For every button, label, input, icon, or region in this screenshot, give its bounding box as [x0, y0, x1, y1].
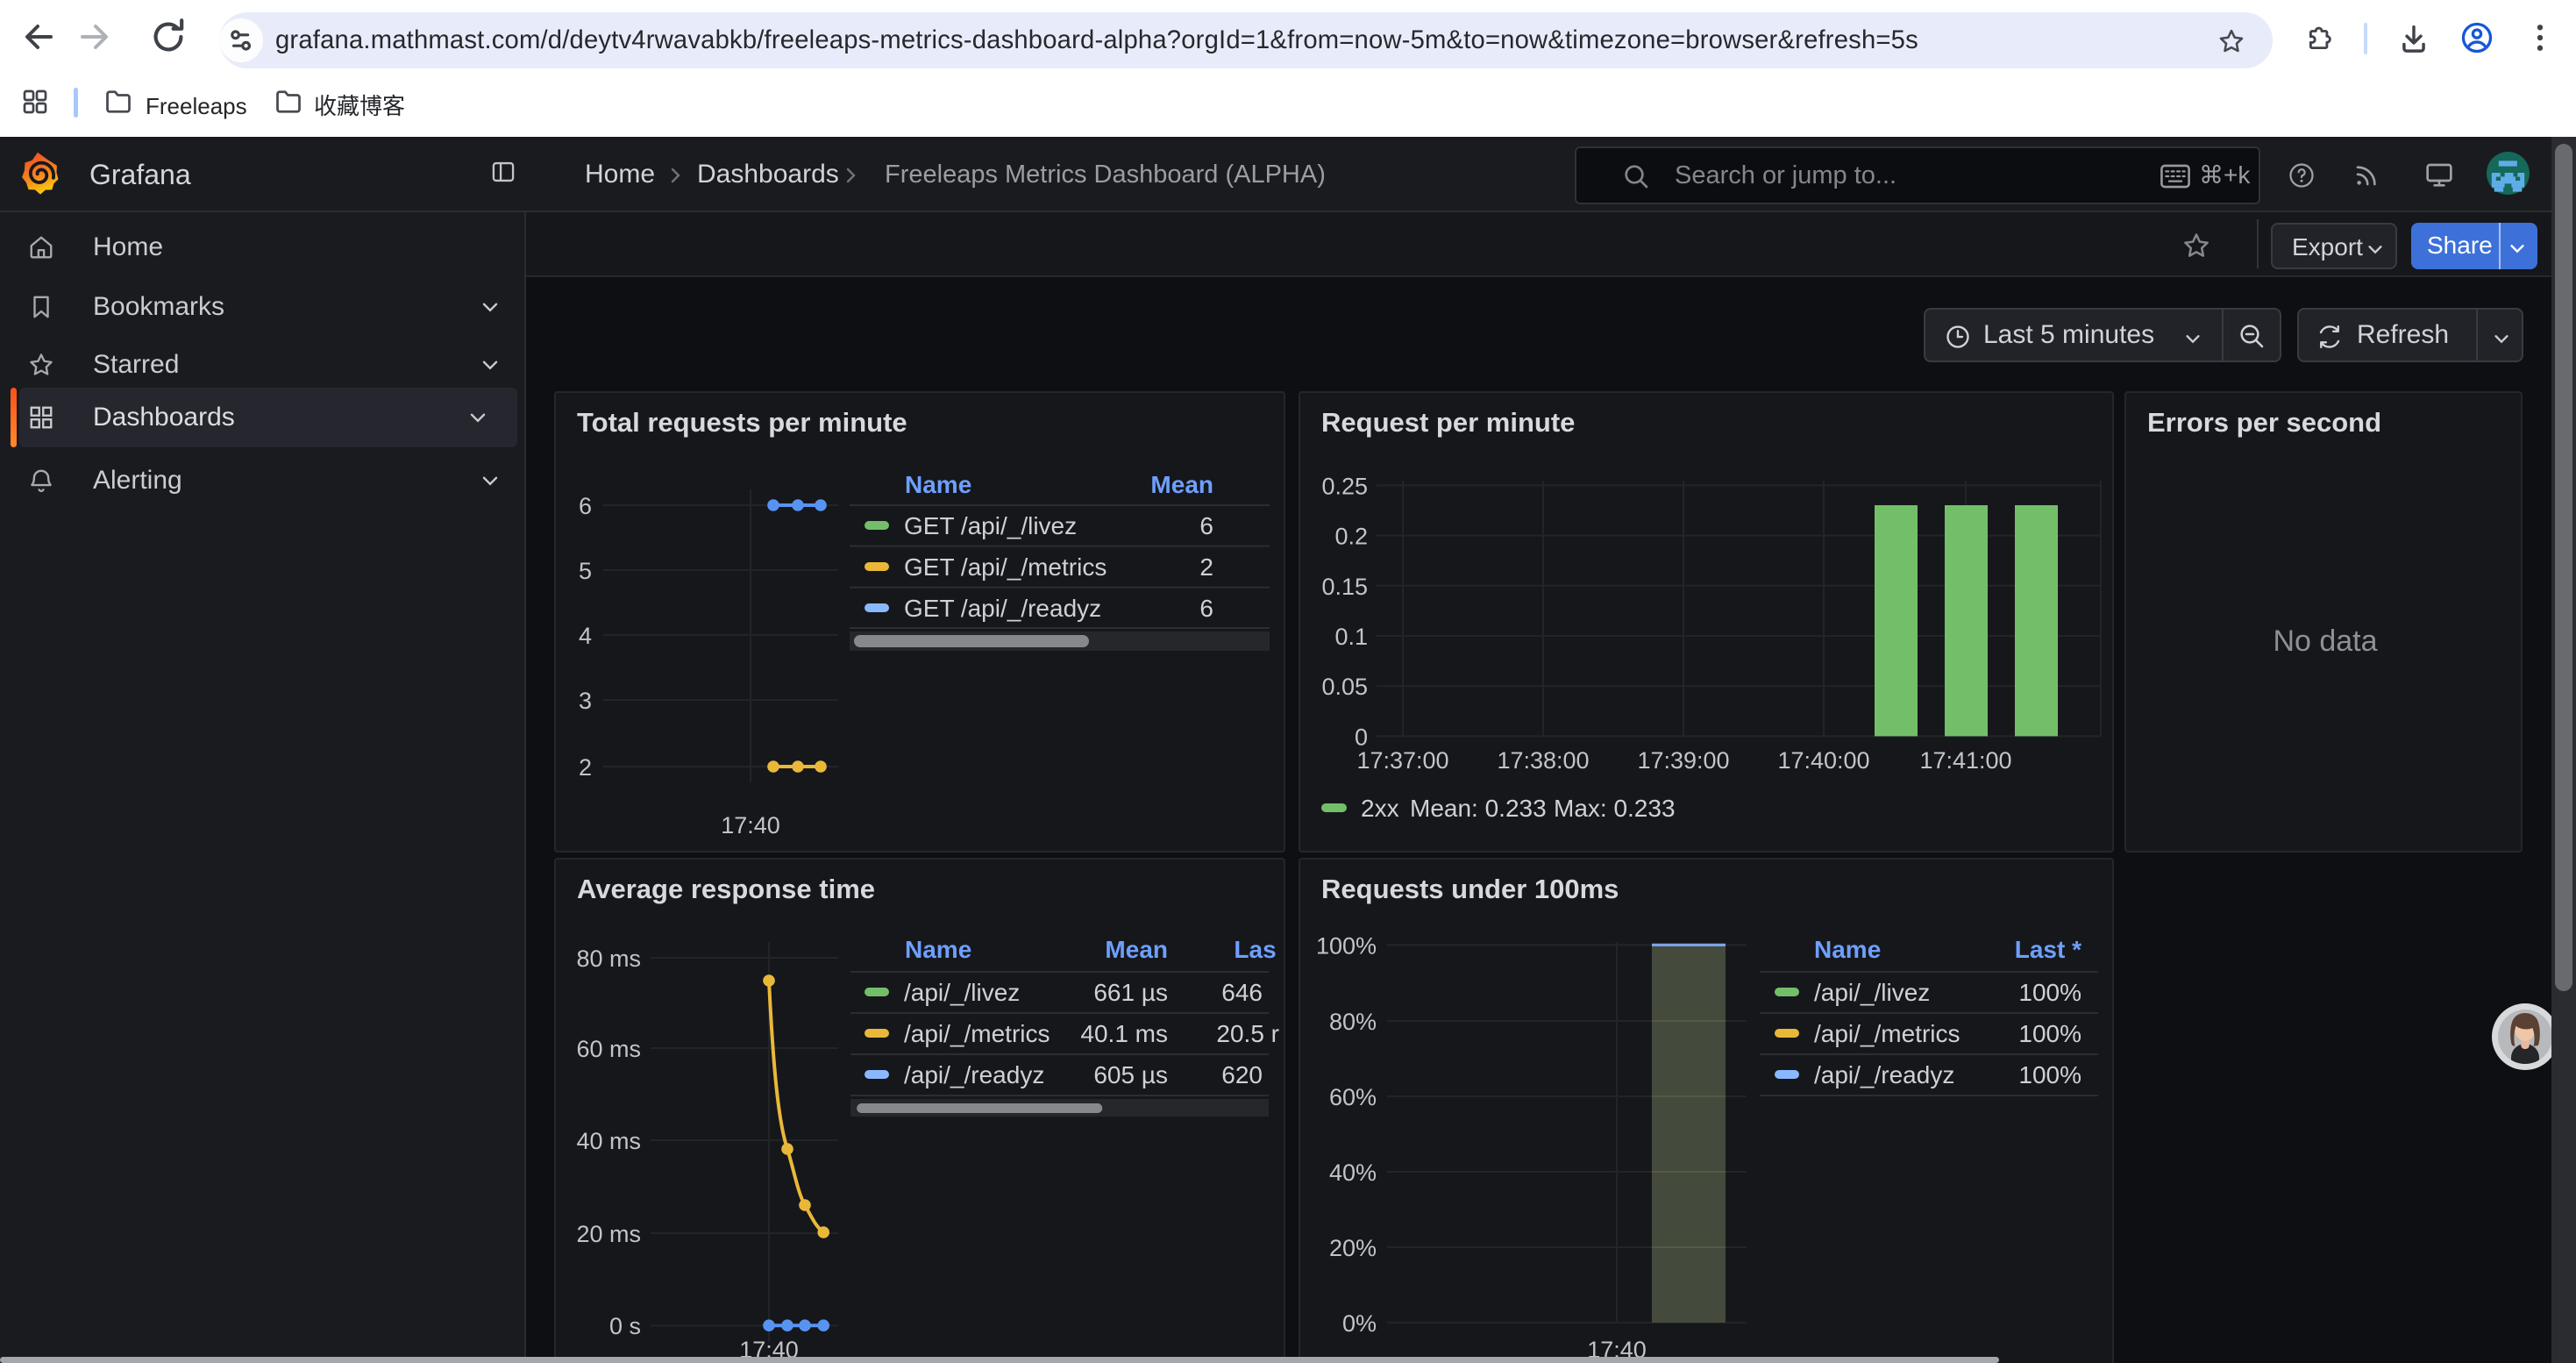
svg-text:60 ms: 60 ms: [576, 1036, 641, 1062]
svg-text:17:40: 17:40: [721, 812, 780, 838]
svg-text:0.05: 0.05: [1321, 674, 1368, 700]
svg-text:/api/_/livez: /api/_/livez: [904, 979, 1020, 1006]
svg-text:6: 6: [1199, 595, 1213, 622]
svg-text:17:39:00: 17:39:00: [1637, 747, 1729, 774]
svg-text:/api/_/livez: /api/_/livez: [1814, 979, 1930, 1006]
svg-text:60%: 60%: [1329, 1084, 1377, 1110]
svg-text:0.1: 0.1: [1334, 624, 1368, 650]
svg-text:80%: 80%: [1329, 1009, 1377, 1035]
svg-text:5: 5: [579, 558, 592, 584]
svg-text:40%: 40%: [1329, 1160, 1377, 1186]
svg-text:0 s: 0 s: [609, 1313, 641, 1339]
svg-text:0.2: 0.2: [1334, 524, 1368, 550]
svg-text:17:41:00: 17:41:00: [1919, 747, 2011, 774]
svg-text:100%: 100%: [2018, 1020, 2081, 1047]
svg-text:4: 4: [579, 623, 592, 649]
svg-text:605 µs: 605 µs: [1093, 1061, 1168, 1088]
svg-text:100%: 100%: [2018, 1061, 2081, 1088]
svg-text:/api/_/metrics: /api/_/metrics: [1814, 1020, 1960, 1047]
svg-text:100%: 100%: [1316, 932, 1377, 959]
svg-text:17:37:00: 17:37:00: [1356, 747, 1448, 774]
svg-text:20 ms: 20 ms: [576, 1221, 641, 1247]
svg-text:Name: Name: [905, 936, 971, 963]
svg-text:0: 0: [1355, 724, 1368, 750]
svg-text:GET /api/_/livez: GET /api/_/livez: [904, 512, 1077, 539]
svg-text:80 ms: 80 ms: [576, 946, 641, 972]
svg-text:/api/_/metrics: /api/_/metrics: [904, 1020, 1050, 1047]
svg-text:20%: 20%: [1329, 1235, 1377, 1261]
svg-text:Mean: Mean: [1150, 471, 1213, 498]
svg-text:GET /api/_/metrics: GET /api/_/metrics: [904, 553, 1107, 581]
svg-text:6: 6: [1199, 512, 1213, 539]
svg-text:Last *: Last *: [2015, 936, 2081, 963]
svg-text:Max: 0.233: Max: 0.233: [1554, 795, 1676, 822]
svg-text:Mean: 0.233: Mean: 0.233: [1410, 795, 1547, 822]
svg-text:6: 6: [579, 493, 592, 519]
svg-text:620: 620: [1221, 1061, 1263, 1088]
svg-text:17:38:00: 17:38:00: [1497, 747, 1589, 774]
svg-text:0%: 0%: [1342, 1310, 1377, 1337]
svg-text:40 ms: 40 ms: [576, 1128, 641, 1154]
svg-text:0.25: 0.25: [1321, 473, 1368, 499]
svg-text:/api/_/readyz: /api/_/readyz: [1814, 1061, 1954, 1088]
svg-text:17:40:00: 17:40:00: [1777, 747, 1869, 774]
svg-text:Name: Name: [1814, 936, 1881, 963]
svg-text:0.15: 0.15: [1321, 574, 1368, 600]
svg-text:661 µs: 661 µs: [1093, 979, 1168, 1006]
svg-text:GET /api/_/readyz: GET /api/_/readyz: [904, 595, 1101, 622]
svg-text:2: 2: [579, 754, 592, 781]
svg-text:20.5 r: 20.5 r: [1216, 1020, 1279, 1047]
svg-text:/api/_/readyz: /api/_/readyz: [904, 1061, 1044, 1088]
svg-text:Mean: Mean: [1105, 936, 1168, 963]
svg-text:646: 646: [1221, 979, 1263, 1006]
svg-text:2: 2: [1199, 553, 1213, 581]
svg-text:40.1 ms: 40.1 ms: [1080, 1020, 1168, 1047]
svg-text:Name: Name: [905, 471, 971, 498]
svg-text:2xx: 2xx: [1361, 795, 1399, 822]
svg-text:3: 3: [579, 688, 592, 714]
svg-text:100%: 100%: [2018, 979, 2081, 1006]
svg-text:Las: Las: [1234, 936, 1276, 963]
